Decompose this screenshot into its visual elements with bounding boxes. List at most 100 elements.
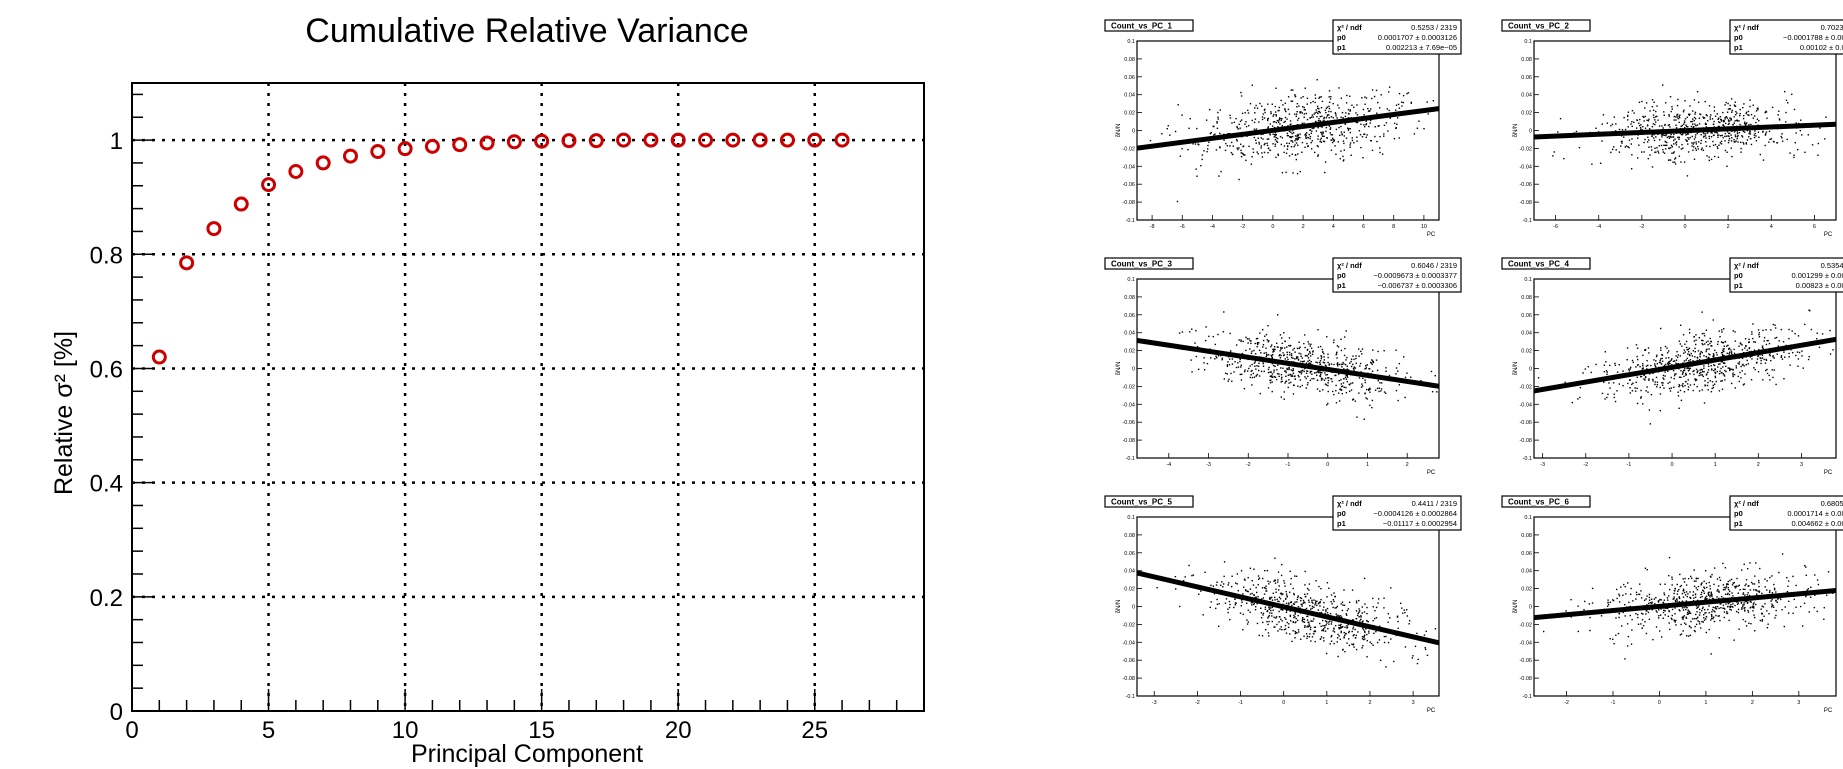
scatter-point	[1732, 582, 1734, 584]
scatter-point	[1341, 601, 1344, 603]
y-tick-label: -0.02	[1519, 622, 1532, 628]
scatter-point	[1724, 135, 1726, 138]
scatter-point	[1758, 119, 1760, 122]
scatter-point	[1328, 363, 1331, 365]
scatter-point	[1329, 620, 1331, 622]
scatter-point	[1347, 129, 1350, 131]
scatter-point	[1195, 355, 1198, 358]
scatter-point	[1686, 140, 1688, 142]
scatter-point	[1707, 377, 1709, 380]
histogram-name: Count_vs_PC_2	[1508, 22, 1569, 31]
scatter-point	[1362, 645, 1364, 647]
scatter-point	[1353, 366, 1356, 368]
scatter-point	[1285, 611, 1288, 614]
scatter-point	[1702, 149, 1705, 152]
scatter-point	[1681, 384, 1683, 386]
x-tick-label: -2	[1639, 224, 1644, 230]
scatter-point	[1667, 350, 1670, 352]
scatter-point	[1661, 360, 1664, 362]
scatter-point	[1710, 365, 1712, 367]
scatter-point	[1706, 155, 1708, 157]
scatter-point	[1299, 597, 1302, 599]
scatter-point	[1188, 127, 1190, 130]
scatter-point	[1745, 363, 1748, 366]
scatter-point	[1326, 596, 1328, 598]
scatter-point	[1292, 349, 1294, 351]
scatter-point	[1720, 352, 1723, 354]
scatter-point	[1201, 158, 1203, 161]
scatter-point	[1307, 136, 1309, 139]
scatter-point	[1648, 602, 1650, 605]
scatter-point	[1303, 593, 1306, 596]
scatter-point	[1762, 159, 1765, 161]
scatter-point	[1655, 596, 1657, 599]
scatter-point	[1686, 611, 1689, 614]
scatter-point	[1695, 605, 1698, 607]
scatter-point	[1738, 380, 1740, 383]
stats-key: p0	[1734, 271, 1743, 280]
scatter-point	[1283, 580, 1285, 582]
scatter-point	[1688, 347, 1691, 349]
scatter-point	[1271, 615, 1273, 617]
scatter-point	[1264, 335, 1266, 337]
scatter-point	[1314, 626, 1317, 628]
scatter-point	[1728, 367, 1731, 370]
scatter-point	[1329, 98, 1332, 100]
scatter-point	[1664, 614, 1666, 616]
scatter-point	[1748, 341, 1750, 343]
scatter-point	[1324, 161, 1327, 163]
scatter-point	[1663, 387, 1665, 389]
x-tick-label: 2	[1751, 700, 1754, 706]
scatter-point	[1726, 612, 1729, 615]
scatter-point	[1804, 564, 1806, 567]
scatter-point	[1671, 136, 1673, 138]
scatter-point	[1262, 344, 1265, 346]
scatter-point	[1347, 369, 1350, 371]
scatter-point	[1758, 585, 1760, 588]
scatter-point	[1720, 120, 1723, 122]
scatter-point	[1291, 375, 1294, 377]
scatter-point	[1750, 379, 1753, 381]
scatter-point	[1663, 364, 1666, 367]
scatter-point	[1747, 609, 1749, 612]
scatter-point	[1294, 138, 1297, 140]
data-point	[834, 132, 850, 148]
scatter-point	[1819, 127, 1821, 129]
scatter-point	[1758, 591, 1760, 593]
scatter-point	[1766, 589, 1768, 591]
scatter-point	[1255, 128, 1258, 130]
scatter-point	[1372, 361, 1374, 363]
scatter-point	[1726, 593, 1729, 596]
scatter-point	[1673, 620, 1676, 622]
scatter-point	[1732, 372, 1734, 374]
scatter-point	[1279, 628, 1281, 630]
scatter-point	[1746, 349, 1748, 351]
scatter-point	[1723, 375, 1726, 377]
scatter-point	[1659, 358, 1662, 360]
scatter-point	[1358, 377, 1361, 379]
scatter-point	[1238, 178, 1240, 181]
scatter-point	[1272, 133, 1274, 135]
scatter-point	[1309, 135, 1312, 138]
scatter-point	[1295, 142, 1298, 144]
scatter-point	[1296, 598, 1299, 601]
scatter-point	[1387, 613, 1390, 615]
scatter-point	[1774, 617, 1776, 619]
scatter-point	[1734, 101, 1737, 103]
scatter-point	[1623, 116, 1625, 119]
scatter-point	[1743, 122, 1746, 125]
scatter-point	[1282, 104, 1284, 106]
scatter-point	[1325, 374, 1327, 376]
scatter-point	[1780, 328, 1783, 331]
scatter-point	[1646, 604, 1648, 606]
scatter-point	[1253, 568, 1255, 570]
scatter-point	[1278, 585, 1280, 587]
scatter-point	[1273, 580, 1275, 582]
scatter-point	[1242, 613, 1244, 616]
scatter-point	[1296, 136, 1298, 138]
scatter-point	[1251, 84, 1254, 86]
scatter-point	[1296, 144, 1299, 146]
scatter-point	[1759, 357, 1761, 359]
scatter-point	[1351, 139, 1354, 142]
scatter-point	[1718, 390, 1721, 392]
